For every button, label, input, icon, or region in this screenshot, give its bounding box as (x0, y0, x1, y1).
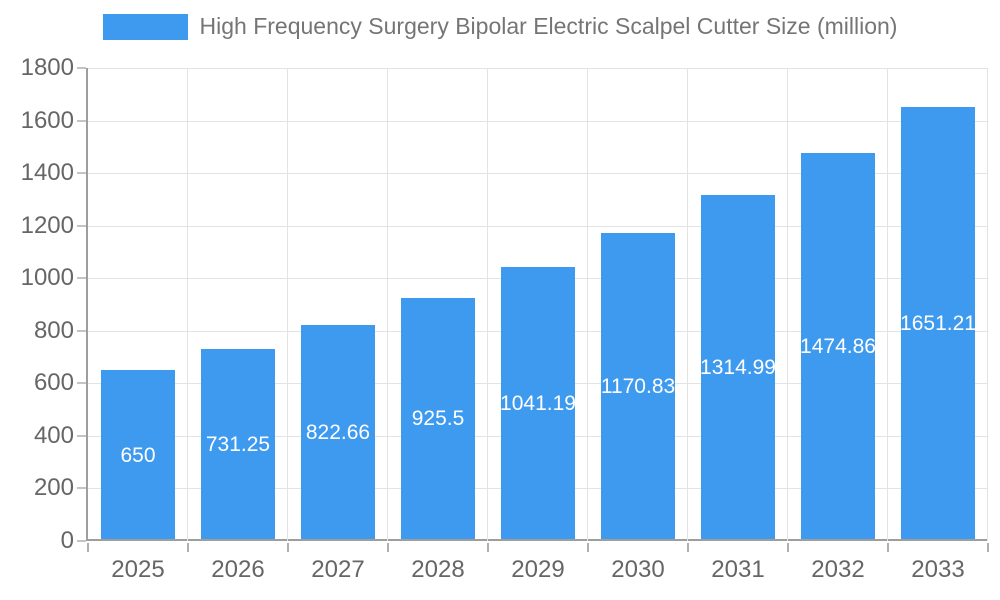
y-axis-tick (77, 67, 86, 69)
y-axis-tick-label: 1000 (20, 264, 74, 292)
x-axis-tick-label: 2029 (511, 556, 565, 583)
x-axis-tick-label: 2026 (211, 556, 265, 583)
v-gridline (687, 68, 688, 541)
y-axis-tick-label: 1600 (20, 106, 74, 134)
y-axis-tick (77, 434, 86, 437)
x-axis-tick (587, 543, 589, 552)
y-axis-tick-label: 1400 (20, 159, 74, 187)
bar (701, 195, 775, 539)
bar-value-label: 1651.21 (900, 312, 976, 336)
y-axis-tick (77, 540, 86, 542)
x-axis-line (86, 539, 988, 541)
y-axis-tick (77, 382, 86, 385)
bar-value-label: 1041.19 (500, 392, 576, 416)
v-gridline (287, 68, 288, 541)
y-axis-tick (77, 172, 86, 175)
y-axis-tick-label: 800 (33, 316, 74, 344)
bar-value-label: 731.25 (205, 432, 271, 456)
x-axis-tick-label: 2025 (111, 556, 165, 583)
x-axis-tick (987, 543, 989, 552)
y-axis-tick (77, 224, 86, 227)
y-axis-tick-label: 0 (60, 527, 74, 554)
x-axis-tick (287, 543, 289, 552)
y-axis-tick-label: 200 (33, 474, 74, 502)
bar (301, 324, 375, 539)
v-gridline (387, 68, 388, 541)
x-axis-tick-label: 2027 (311, 556, 365, 583)
bar-value-label: 650 (120, 443, 156, 467)
y-axis-tick (77, 329, 86, 332)
legend-label: High Frequency Surgery Bipolar Electric … (199, 13, 898, 39)
v-gridline (487, 68, 488, 541)
bar-value-label: 822.66 (305, 420, 371, 444)
v-gridline (187, 68, 188, 541)
x-axis-tick-label: 2031 (711, 556, 765, 583)
y-axis-tick (77, 277, 86, 280)
bar-value-label: 1314.99 (700, 356, 776, 380)
x-axis-tick-label: 2028 (411, 556, 465, 583)
x-axis-tick-label: 2032 (811, 556, 865, 583)
x-axis-tick (687, 543, 689, 552)
h-gridline (88, 68, 988, 69)
x-axis-tick (387, 543, 389, 552)
legend[interactable]: High Frequency Surgery Bipolar Electric … (0, 13, 1000, 40)
h-gridline (88, 120, 988, 122)
h-gridline (88, 173, 988, 175)
x-axis-tick-label: 2030 (611, 556, 665, 583)
y-axis-tick (77, 487, 86, 490)
v-gridline (787, 68, 788, 541)
v-gridline (987, 68, 988, 541)
legend-swatch (102, 13, 188, 40)
bar (401, 297, 475, 539)
x-axis-tick (487, 543, 489, 552)
x-axis-tick-label: 2033 (911, 556, 965, 583)
h-gridline (88, 225, 988, 227)
y-axis-tick-label: 1800 (20, 54, 74, 81)
bar-value-label: 1170.83 (600, 375, 676, 399)
bar (801, 153, 875, 539)
x-axis-tick (187, 543, 189, 552)
bar (601, 233, 675, 539)
v-gridline (887, 68, 888, 541)
plot-area: 650 731.25 822.66 925.5 1041.19 1170.83 1314.9… (77, 67, 989, 552)
y-axis-tick-label: 1200 (20, 211, 74, 239)
x-axis-tick (887, 543, 889, 552)
y-axis-tick-label: 400 (33, 421, 74, 449)
bar (901, 107, 975, 539)
bar-value-label: 925.5 (411, 407, 465, 431)
x-axis-tick (787, 543, 789, 552)
bar-value-label: 1474.86 (800, 335, 876, 359)
bar (101, 370, 175, 539)
y-axis-tick-label: 600 (33, 369, 74, 397)
bar (201, 348, 275, 539)
y-axis-line (86, 68, 88, 541)
y-axis-tick (77, 119, 86, 122)
v-gridline (587, 68, 588, 541)
bar (501, 267, 575, 539)
x-axis-tick (87, 543, 89, 552)
